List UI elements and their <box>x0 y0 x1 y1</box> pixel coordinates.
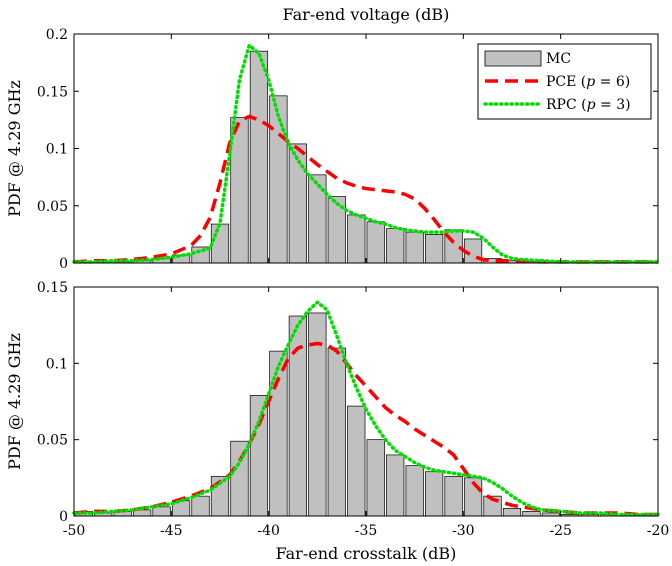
x-tick-label: -50 <box>63 523 86 539</box>
mc-bar <box>249 395 269 517</box>
legend-entry-label: PCE (p = 6) <box>546 74 630 90</box>
mc-bar <box>152 506 171 517</box>
x-tick-label: -25 <box>549 523 572 539</box>
x-tick-label: -40 <box>257 523 280 539</box>
mc-bar <box>210 223 230 264</box>
x-tick-label: -45 <box>160 523 183 539</box>
bottom-panel: -50 -45 -40 -35 -30 -25 -20 0 0.05 0.1 0.15 PDF @ 4… <box>5 280 669 563</box>
top-panel: Far-end voltage (dB) 0 0.05 0.1 0.15 0.2 PDF … <box>5 5 660 272</box>
y-tick-label: 0 <box>59 509 68 525</box>
mc-bar <box>347 405 366 517</box>
x-tick-label: -30 <box>452 523 475 539</box>
mc-bar <box>191 495 210 517</box>
y-axis-label: PDF @ 4.29 GHz <box>5 333 24 470</box>
mc-bar <box>249 50 269 264</box>
legend-swatch-mc <box>484 50 542 67</box>
mc-bar <box>405 465 424 517</box>
mc-bar <box>444 475 463 517</box>
rpc-series-line <box>72 43 660 264</box>
legend: MC PCE (p = 6) RPC (p = 3) <box>477 43 652 120</box>
mc-bar <box>366 221 385 264</box>
legend-entry-label: RPC (p = 3) <box>546 97 631 113</box>
x-axis-label: Far-end crosstalk (dB) <box>276 544 457 563</box>
mc-bar <box>386 228 405 264</box>
legend-entry-label: MC <box>546 51 571 67</box>
y-tick-label: 0.05 <box>37 433 68 449</box>
mc-bar <box>386 454 405 517</box>
y-tick-label: 0 <box>59 256 68 272</box>
mc-bar <box>347 214 366 264</box>
mc-bar <box>522 511 541 517</box>
top-panel-title: Far-end voltage (dB) <box>283 5 450 24</box>
y-tick-label: 0.2 <box>46 27 68 43</box>
x-tick-label: -35 <box>355 523 378 539</box>
x-tick-label: -20 <box>647 523 670 539</box>
pce-series-line <box>73 114 658 264</box>
mc-bar <box>405 231 424 264</box>
y-tick-label: 0.15 <box>37 84 68 100</box>
mc-bar <box>425 234 444 264</box>
mc-bar <box>327 347 346 517</box>
mc-bar <box>366 439 385 517</box>
rpc-series-line <box>72 300 660 517</box>
mc-bar <box>502 508 522 517</box>
mc-bar <box>288 315 307 517</box>
y-tick-label: 0.1 <box>46 142 68 158</box>
y-tick-label: 0.05 <box>37 199 68 215</box>
y-tick-label: 0.1 <box>46 356 68 372</box>
y-axis-label: PDF @ 4.29 GHz <box>5 80 24 217</box>
mc-bar <box>269 350 288 517</box>
pce-series-line <box>73 341 658 517</box>
mc-bar <box>425 471 444 517</box>
y-tick-label: 0.15 <box>37 280 68 296</box>
